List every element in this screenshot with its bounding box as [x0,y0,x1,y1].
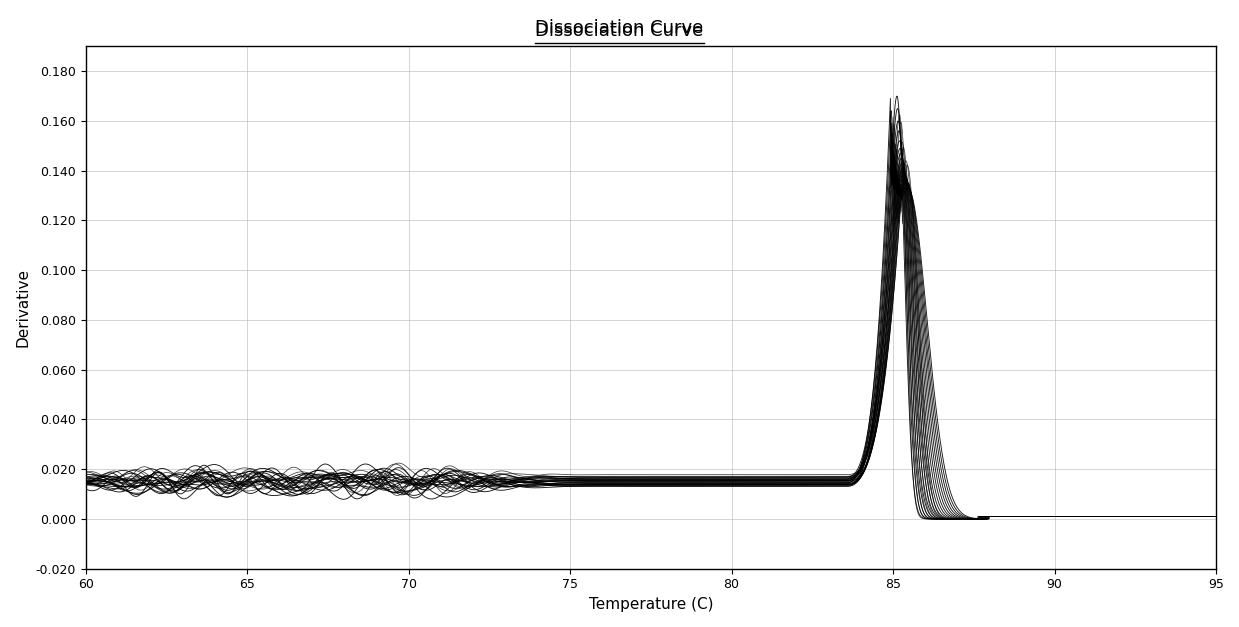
X-axis label: Temperature (C): Temperature (C) [589,597,714,612]
Y-axis label: Derivative: Derivative [15,268,30,347]
Text: Dissociation Curve: Dissociation Curve [535,22,704,40]
Text: Dissociation Curve: Dissociation Curve [535,19,704,37]
